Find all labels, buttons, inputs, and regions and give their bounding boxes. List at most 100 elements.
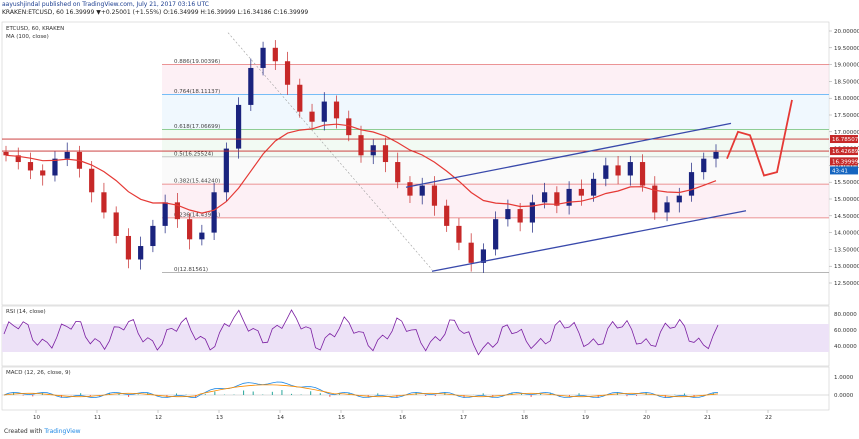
time-axis-label: 15 <box>338 415 345 421</box>
price-axis-label: 16.00000 <box>834 163 859 169</box>
fib-level-label: 0.236(14.43911) <box>174 212 220 218</box>
rsi-axis-label: 80.0000 <box>834 312 857 318</box>
candle-body <box>297 84 303 112</box>
candle-body <box>431 185 438 206</box>
rsi-label: RSI (14, close) <box>6 309 46 315</box>
candle-body <box>150 225 156 247</box>
price-axis-label: 14.50000 <box>834 214 859 220</box>
candle-body <box>358 135 364 156</box>
candle-body <box>639 162 646 186</box>
candle-body <box>382 145 389 163</box>
fib-level-label: 0(12.81561) <box>174 267 208 273</box>
price-axis-label: 19.50000 <box>834 46 859 52</box>
price-tag <box>830 135 858 144</box>
candle-body <box>542 192 548 203</box>
candle-body <box>64 151 70 159</box>
price-axis-label: 17.50000 <box>834 113 859 119</box>
candle-body <box>15 155 21 163</box>
candle-body <box>701 158 707 173</box>
candle-body <box>235 104 242 149</box>
publisher-line: aayushjindal published on TradingView.co… <box>2 1 209 8</box>
candle-body <box>713 151 719 159</box>
time-axis-label: 18 <box>521 415 528 421</box>
symbol-ohlc-line: KRAKEN:ETCUSD, 60 16.39999 ▼+0.25001 (+1… <box>2 9 309 16</box>
candle-body <box>652 185 658 213</box>
price-tag-label: 16.39999 <box>832 159 859 165</box>
candle-body <box>272 47 278 62</box>
price-tag-label: 43:41 <box>832 168 848 174</box>
symbol-label: ETCUSD, 60, KRAKEN <box>6 26 64 32</box>
candle-body <box>211 192 217 233</box>
time-axis-label: 13 <box>216 415 223 421</box>
time-axis-label: 11 <box>94 415 101 421</box>
candle-body <box>590 178 597 196</box>
rsi-band <box>2 324 829 352</box>
price-axis-label: 15.00000 <box>834 197 859 203</box>
projection-path <box>726 99 793 177</box>
fib-level-label: 0.5(16.25524) <box>174 151 213 157</box>
fib-zone-band <box>162 64 829 95</box>
tradingview-logo: TradingView <box>44 428 81 435</box>
candle-body <box>468 242 474 263</box>
candle-body <box>162 202 168 226</box>
macd-axis-label: 1.0000 <box>834 375 854 381</box>
candle-body <box>40 170 46 176</box>
rsi-axis-label: 60.0000 <box>834 328 857 334</box>
candle-body <box>419 185 425 196</box>
candle-body <box>27 162 34 171</box>
candle-body <box>113 212 119 236</box>
moving-average-line <box>5 123 717 214</box>
candle-body <box>284 61 291 85</box>
candle-body <box>248 67 254 105</box>
candle-body <box>480 249 487 263</box>
candle-body <box>554 192 560 206</box>
candle-body <box>199 232 205 240</box>
candle-body <box>187 219 193 240</box>
fib-zone-band <box>162 156 829 185</box>
fib-level-label: 0.886(19.00396) <box>174 59 220 65</box>
candle-body <box>456 225 462 243</box>
price-tag <box>830 166 858 175</box>
candle-body <box>174 202 180 220</box>
candle-body <box>125 235 132 260</box>
candle-body <box>664 202 670 213</box>
time-axis-label: 16 <box>399 415 406 421</box>
candle-body <box>615 165 621 176</box>
candle-body <box>333 101 340 119</box>
candle-body <box>3 151 9 156</box>
footer-created-with: Created with <box>4 428 43 435</box>
candle-body <box>407 182 413 196</box>
time-axis-label: 10 <box>33 415 40 421</box>
candle-body <box>493 219 499 250</box>
candle-body <box>627 162 633 176</box>
candle-body <box>346 118 352 136</box>
candle-body <box>517 209 523 223</box>
price-tag-label: 16.42689 <box>832 149 859 155</box>
time-axis-label: 14 <box>277 415 284 421</box>
macd-label: MACD (12, 26, close, 9) <box>6 370 71 376</box>
candle-body <box>260 47 266 68</box>
candle-body <box>89 168 95 193</box>
price-axis-label: 15.50000 <box>834 180 859 186</box>
price-tag-label: 16.78507 <box>832 137 859 143</box>
time-axis-label: 19 <box>582 415 589 421</box>
fib-level-label: 0.382(15.44240) <box>174 179 220 185</box>
channel-lower-line <box>431 210 747 272</box>
fib-zone-band <box>162 94 829 130</box>
price-tag <box>830 157 858 166</box>
candle-body <box>370 145 376 156</box>
candle-body <box>321 101 327 122</box>
time-axis-label: 21 <box>704 415 711 421</box>
price-axis-label: 12.50000 <box>834 281 859 287</box>
price-axis-label: 18.50000 <box>834 79 859 85</box>
candle-body <box>223 148 229 193</box>
candle-body <box>676 195 682 203</box>
candle-body <box>578 188 584 196</box>
macd-pane-frame <box>1 366 830 411</box>
macd-signal-line <box>3 384 719 398</box>
macd-axis-label: 0.0000 <box>834 393 854 399</box>
price-axis-label: 17.00000 <box>834 130 859 136</box>
fib-level-label: 0.618(17.06699) <box>174 124 220 130</box>
rsi-axis-label: 40.0000 <box>834 344 857 350</box>
